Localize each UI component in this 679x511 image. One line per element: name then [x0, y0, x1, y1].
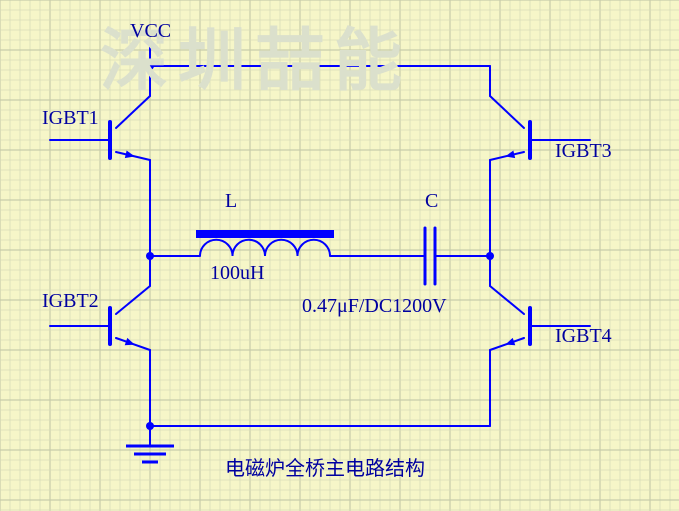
inductor-value-label: 100uH — [210, 262, 264, 285]
igbt3-label: IGBT3 — [555, 140, 612, 163]
capacitor-value-label: 0.47μF/DC1200V — [302, 295, 447, 318]
caption-label: 电磁炉全桥主电路结构 — [225, 452, 425, 481]
igbt1-label: IGBT1 — [42, 107, 99, 130]
igbt2-label: IGBT2 — [42, 290, 99, 313]
inductor-name-label: L — [225, 190, 237, 213]
vcc-label: VCC — [130, 20, 171, 43]
capacitor-name-label: C — [425, 190, 438, 213]
igbt4-label: IGBT4 — [555, 325, 612, 348]
